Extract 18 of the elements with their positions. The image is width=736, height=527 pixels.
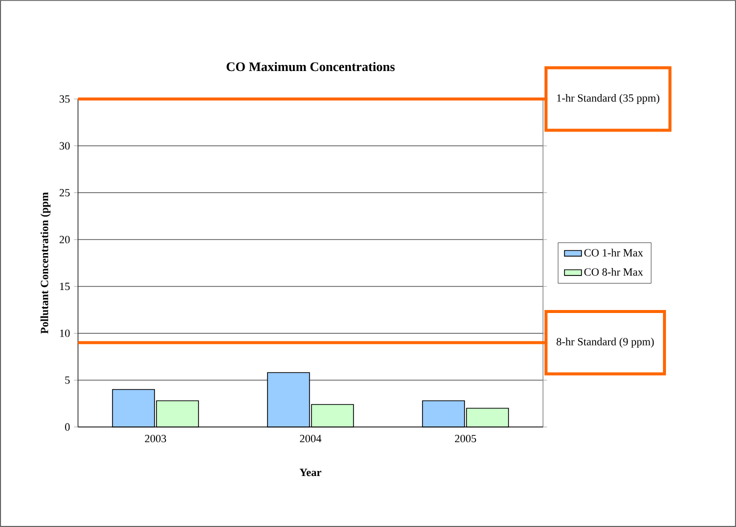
x-axis-title: Year	[300, 468, 322, 476]
y-tick-label: 0	[65, 423, 70, 431]
y-tick-label: 25	[60, 189, 70, 196]
y-tick-label: 30	[60, 142, 70, 150]
legend-label: CO 1-hr Max	[584, 248, 644, 256]
legend-label: CO 8-hr Max	[584, 268, 644, 276]
x-tick-label: 2004	[300, 434, 322, 442]
ref-line-label: 1-hr Standard (35 ppm)	[557, 94, 660, 104]
y-tick-label: 5	[65, 376, 70, 384]
y-tick-label: 10	[60, 330, 70, 337]
y-axis-title: Pollutant Concentration (ppm	[40, 192, 50, 334]
x-tick-label: 2005	[454, 434, 476, 442]
y-tick-label: 20	[60, 236, 70, 244]
x-tick-label: 2003	[144, 434, 166, 442]
chart-title: CO Maximum Concentrations	[226, 62, 395, 72]
ref-line-label: 8-hr Standard (9 ppm)	[556, 338, 654, 348]
y-tick-label: 15	[60, 282, 70, 290]
y-tick-label: 35	[60, 95, 70, 103]
